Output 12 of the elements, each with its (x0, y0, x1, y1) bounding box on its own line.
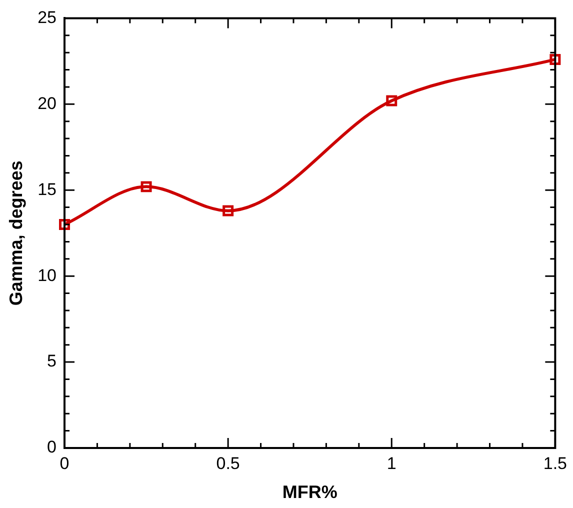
x-axis-title: MFR% (282, 482, 338, 502)
x-tick-label: 0 (60, 454, 70, 473)
y-tick-label: 10 (38, 266, 57, 285)
x-tick-label: 1.5 (543, 454, 568, 473)
y-tick-label: 5 (47, 352, 57, 371)
x-tick-label: 1 (386, 454, 396, 473)
y-axis-title: Gamma, degrees (6, 160, 26, 306)
y-tick-label: 0 (47, 438, 57, 457)
y-tick-label: 20 (38, 94, 57, 113)
y-tick-label: 15 (38, 180, 57, 199)
x-tick-label: 0.5 (216, 454, 240, 473)
y-tick-label: 25 (38, 8, 57, 27)
